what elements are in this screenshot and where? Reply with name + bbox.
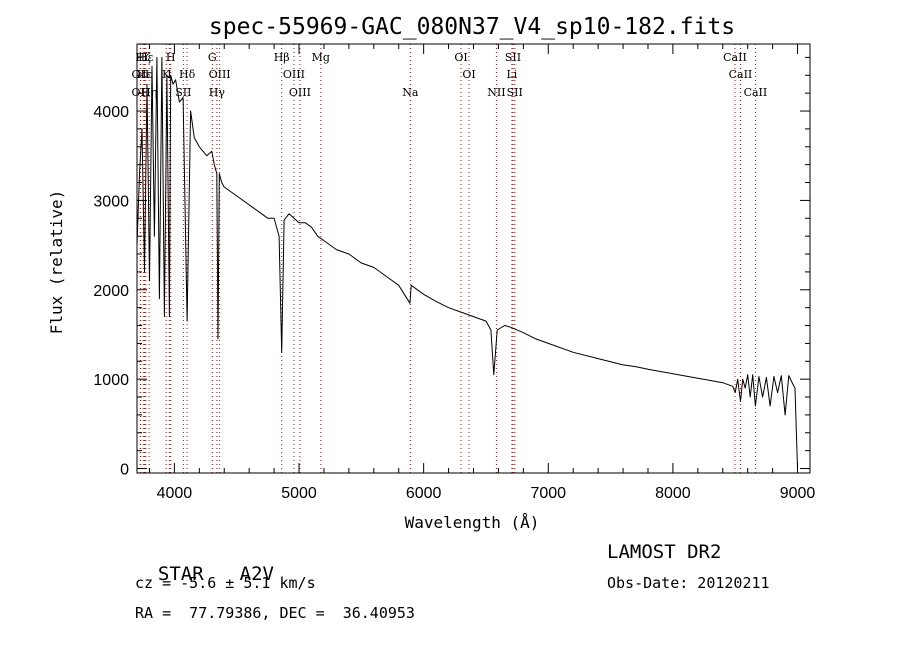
- line-label-2: H: [166, 51, 176, 64]
- y-tick-label-1: 1000: [93, 372, 129, 389]
- x-tick-label-4: 8000: [655, 485, 691, 502]
- x-tick-label-0: 4000: [157, 485, 193, 502]
- line-label-13: Hδ: [179, 68, 196, 81]
- coordinates-text: RA = 77.79386, DEC = 36.40953: [135, 604, 415, 622]
- line-label-26: SII: [507, 86, 523, 99]
- line-label-1: Hε: [138, 51, 154, 64]
- line-label-23: OIII: [289, 86, 311, 99]
- y-tick-label-0: 0: [120, 462, 129, 479]
- line-label-11: K: [162, 68, 171, 81]
- x-tick-label-2: 6000: [406, 485, 442, 502]
- line-label-15: OIII: [283, 68, 305, 81]
- line-label-19: OII: [132, 86, 150, 99]
- x-axis-ticks: 4000 5000 6000 7000 8000 9000: [148, 44, 816, 502]
- line-label-4: Hβ: [274, 51, 290, 64]
- subclass-label: A2V: [239, 563, 274, 585]
- y-tick-label-3: 3000: [93, 193, 129, 210]
- object-class: STAR A2V: [135, 541, 274, 585]
- survey-label: LAMOST DR2: [607, 541, 722, 563]
- line-label-16: OI: [462, 68, 475, 81]
- line-label-7: SII: [505, 51, 521, 64]
- y-axis-label: Flux (relative): [47, 190, 66, 335]
- y-tick-label-2: 2000: [93, 283, 129, 300]
- line-label-5: Mg: [312, 51, 330, 64]
- y-axis-ticks: 0 1000 2000 3000 4000: [93, 56, 810, 479]
- line-label-10: Hε: [137, 68, 153, 81]
- line-label-20: Hη: [141, 86, 157, 99]
- x-tick-label-3: 7000: [530, 485, 566, 502]
- line-label-24: Na: [402, 86, 419, 99]
- plot-frame: [136, 43, 811, 474]
- spectrum-line: [136, 56, 798, 469]
- redshift-text: cz = -5.6 ± 5.1 km/s: [135, 574, 316, 592]
- line-label-27: CaII: [744, 86, 768, 99]
- line-label-9: OII: [132, 68, 150, 81]
- line-label-3: G: [208, 51, 217, 64]
- chart-title: spec-55969-GAC_080N37_V4_sp10-182.fits: [209, 14, 735, 40]
- line-label-25: NII: [487, 86, 505, 99]
- x-tick-label-5: 9000: [780, 485, 816, 502]
- line-label-18: CaII: [729, 68, 753, 81]
- class-label: STAR: [157, 563, 204, 585]
- line-label-12: I: [167, 68, 171, 81]
- x-tick-label-1: 5000: [281, 485, 317, 502]
- line-label-6: OI: [454, 51, 467, 64]
- line-label-21: SII: [175, 86, 191, 99]
- line-label-14: OIII: [209, 68, 231, 81]
- obs-date: Obs-Date: 20120211: [607, 574, 770, 592]
- line-label-0: Hζ: [135, 51, 151, 64]
- line-label-8: CaII: [723, 51, 747, 64]
- spectral-line-markers: [139, 44, 756, 473]
- x-axis-label: Wavelength (Å): [405, 513, 540, 532]
- y-tick-label-4: 4000: [93, 104, 129, 121]
- line-label-17: Li: [506, 68, 517, 81]
- line-label-22: Hγ: [209, 86, 226, 99]
